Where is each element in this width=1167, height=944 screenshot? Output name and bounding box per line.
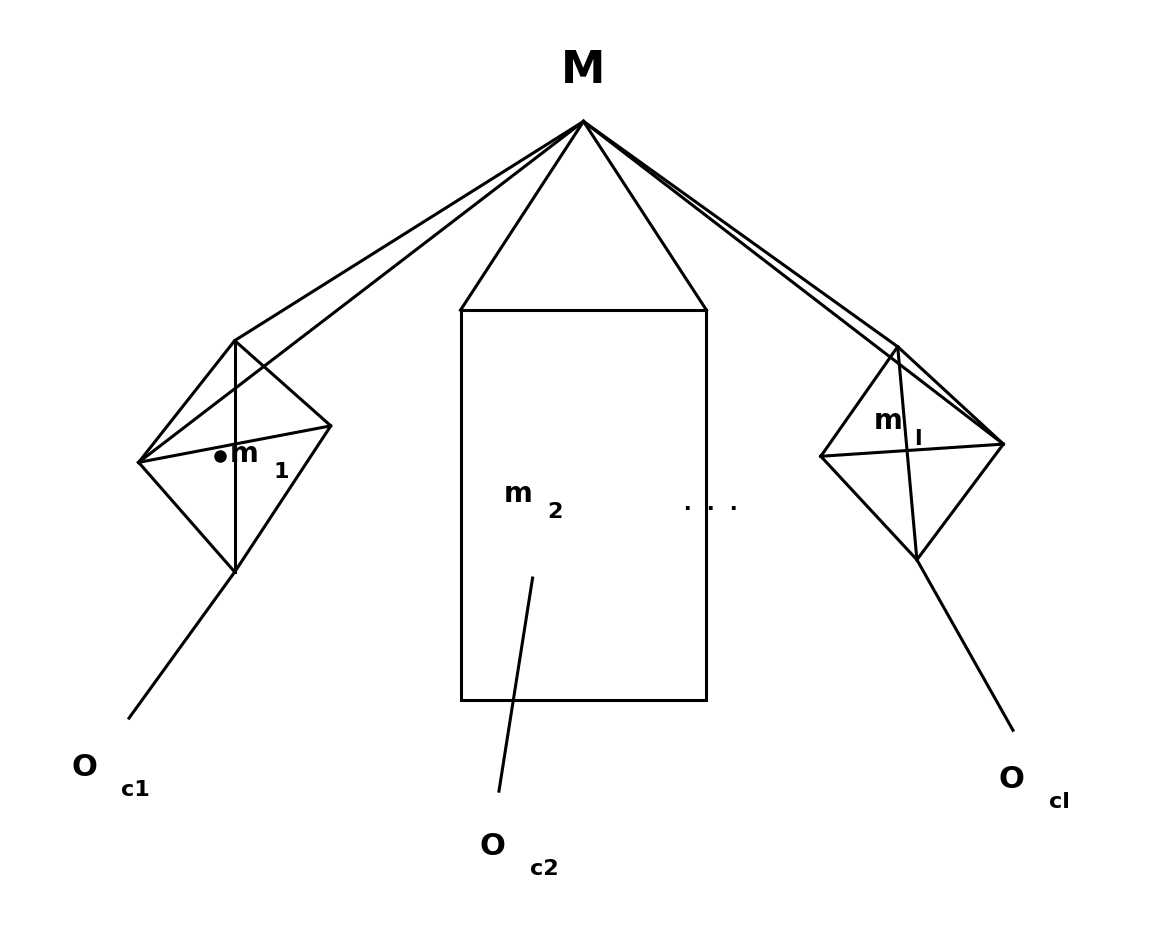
Text: c1: c1 (121, 779, 151, 799)
Text: O: O (999, 765, 1025, 794)
Text: M: M (561, 49, 606, 92)
Text: m: m (874, 406, 902, 434)
Text: cl: cl (1048, 791, 1069, 811)
Text: m: m (230, 439, 259, 467)
Text: 1: 1 (273, 462, 288, 481)
Text: m: m (504, 480, 532, 507)
Text: . . .: . . . (682, 482, 739, 516)
Bar (461, 311, 706, 700)
Text: O: O (480, 832, 505, 861)
Text: c2: c2 (530, 858, 558, 878)
Text: l: l (914, 429, 922, 448)
Text: 2: 2 (547, 501, 562, 521)
Text: O: O (71, 752, 97, 782)
